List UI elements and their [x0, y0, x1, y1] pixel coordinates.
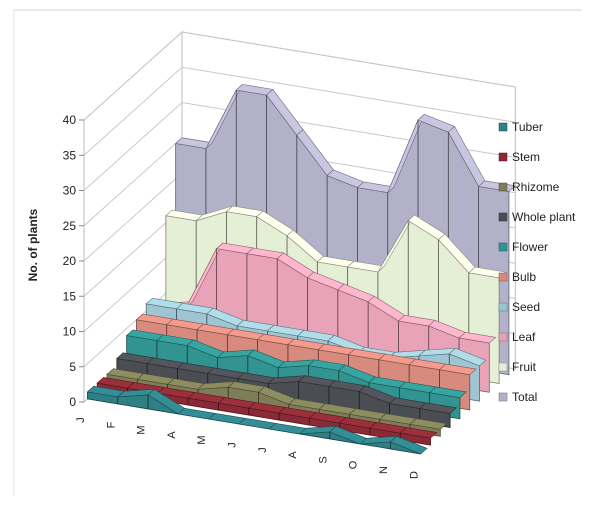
x-tick-label: J	[257, 447, 269, 453]
legend-swatch	[498, 152, 508, 162]
legend-label: Fruit	[512, 360, 537, 374]
legend-swatch	[498, 272, 508, 282]
legend-label: Whole plant	[512, 210, 576, 224]
y-axis-label: No. of plants	[26, 208, 40, 281]
legend-swatch	[498, 242, 508, 252]
y-tick-label: 20	[63, 254, 77, 268]
legend-label: Bulb	[512, 270, 536, 284]
x-tick-label: A	[166, 431, 178, 439]
series-top	[468, 266, 507, 279]
legend-swatch	[498, 182, 508, 192]
legend-label: Stem	[512, 150, 540, 164]
series-stem	[96, 377, 438, 446]
gridline	[83, 66, 516, 156]
legend-swatch	[498, 362, 508, 372]
legend-label: Seed	[512, 300, 540, 314]
series-top	[399, 427, 438, 439]
gridline	[83, 31, 516, 121]
y-tick-label: 10	[63, 325, 77, 339]
y-tick-label: 0	[69, 395, 76, 409]
y-tick-label: 5	[69, 360, 76, 374]
x-tick-label: D	[408, 471, 420, 479]
x-tick-label: M	[196, 435, 208, 444]
legend-label: Tuber	[512, 120, 543, 134]
legend: Tuber Stem Rhizome Whole plant Flower Bulb See…	[498, 120, 576, 404]
x-tick-label: N	[378, 466, 390, 474]
y-tick-label: 25	[63, 219, 77, 233]
series-top	[438, 363, 477, 375]
series-layer	[86, 84, 516, 455]
legend-label: Flower	[512, 240, 548, 254]
series-tuber	[86, 385, 428, 455]
legend-swatch	[498, 212, 508, 222]
series-top	[428, 386, 467, 398]
legend-swatch	[498, 332, 508, 342]
x-tick-label: J	[227, 442, 239, 448]
x-tick-label: M	[136, 425, 148, 434]
gridline	[83, 101, 516, 191]
legend-label: Total	[512, 390, 537, 404]
x-tick-label: A	[287, 451, 299, 459]
series-top	[409, 418, 448, 430]
x-tick-label: F	[105, 421, 117, 428]
x-tick-label: J	[75, 417, 87, 423]
legend-swatch	[498, 122, 508, 132]
x-tick-label: O	[348, 460, 360, 469]
series-top	[448, 347, 487, 367]
y-tick-label: 35	[63, 148, 77, 162]
x-tick-label: S	[317, 456, 329, 463]
y-tick-label: 15	[63, 289, 77, 303]
y-tick-label: 40	[63, 113, 77, 127]
legend-swatch	[498, 392, 508, 402]
legend-label: Leaf	[512, 330, 536, 344]
legend-swatch	[498, 302, 508, 312]
series-top	[419, 402, 458, 414]
series-top	[389, 435, 428, 455]
axes: 0 5 10 15 20 25 30 35 40 J F M A M J J A S O N D	[63, 113, 421, 479]
y-tick-label: 30	[63, 184, 77, 198]
series-top	[458, 332, 497, 344]
legend-label: Rhizome	[512, 180, 560, 194]
